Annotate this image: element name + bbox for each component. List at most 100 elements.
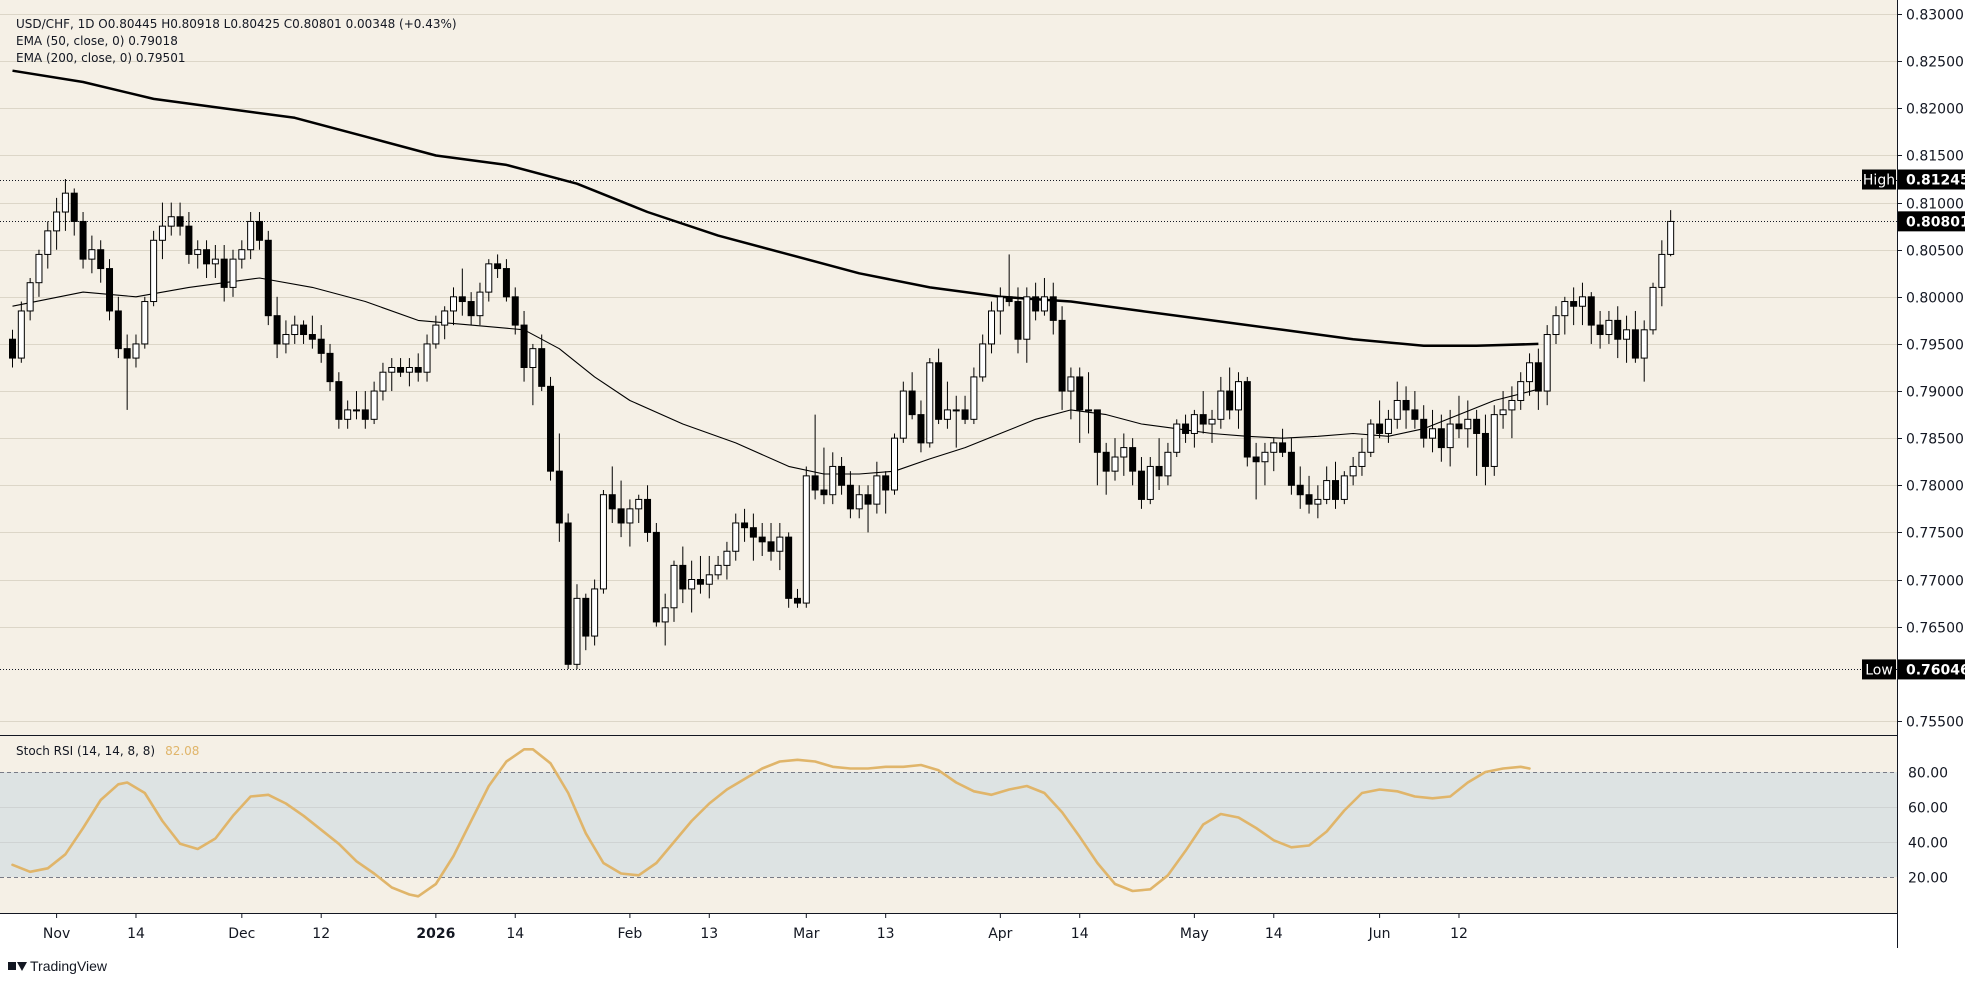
candle-up [952,395,960,448]
candle-body [1455,423,1463,430]
candle-down [1305,475,1313,514]
candle-up [291,315,299,344]
tradingview-logo[interactable]: TradingView [8,958,107,974]
candle-body [829,465,837,496]
candle-body [476,291,484,317]
candle-down [467,292,475,326]
candle-up [670,560,678,622]
candle-body [1402,399,1410,411]
candle-up [1623,315,1631,363]
candle-body [1658,253,1666,288]
candle-down [255,212,263,250]
candle-up [705,555,713,599]
time-axis[interactable]: Nov 14 Dec 12 2026 14 Feb 13 Mar 13 Apr 14 May 14 Jun 1… [43,913,1468,942]
price-axis[interactable]: 0.83000 0.82500 0.82000 0.81500 0.81000 0.805… [1897,8,1964,731]
candle-body [696,579,704,585]
candle-up [370,381,378,425]
candle-body [1076,376,1084,411]
candle-down [644,485,652,542]
candle-up [441,306,449,340]
high-low-lines [0,180,1897,670]
candle-down [1296,466,1304,509]
candle-down [1076,367,1084,443]
candle-down [538,334,546,392]
candle-down [1058,306,1066,410]
candle-body [1199,414,1207,425]
price-tick-label: 0.81000 [1906,197,1964,213]
stoch-tick-label: 60.00 [1908,801,1948,817]
candle-body [1111,456,1119,472]
tradingview-icon [8,961,27,971]
candle-down [882,471,890,514]
candle-body [264,239,272,317]
candle-down [749,513,757,561]
candle-up [1526,353,1534,396]
candle-up [1190,409,1198,448]
candle-body [203,249,211,265]
candle-up [688,560,696,613]
candle-up [167,202,175,236]
candle-body [405,367,413,373]
candle-body [547,385,555,472]
price-badges: High 0.81245 0.80801 Low 0.76046 [1862,169,1970,680]
candle-up [1085,372,1093,434]
candle-body [1481,432,1489,467]
candle-body [220,258,228,288]
candle-up [1499,391,1507,429]
candle-body [97,249,105,270]
candle-body [661,607,669,623]
candle-body [670,564,678,609]
candle-body [1499,409,1507,416]
candle-down [203,240,211,278]
candlestick-series[interactable] [9,179,1675,670]
stoch-axis[interactable]: 80.00 60.00 40.00 20.00 [1908,766,1948,887]
candle-down [1332,461,1339,509]
candle-down [414,353,422,382]
candle-body [820,489,828,496]
time-tick-label: Dec [228,926,255,942]
candle-up [988,301,996,354]
time-tick-label: 14 [1265,926,1283,942]
candle-body [1032,296,1040,312]
candle-body [1137,470,1145,500]
candle-body [1340,475,1348,500]
candle-body [1534,362,1542,392]
candle-up [26,277,34,321]
candle-up [573,584,581,670]
candle-down [9,329,16,368]
candle-down [1534,348,1542,410]
candle-body [70,192,78,222]
legend-price[interactable]: USD/CHF, 1D O0.80445 H0.80918 L0.80425 C… [16,17,457,31]
legend-stoch[interactable]: Stoch RSI (14, 14, 8, 8) 82.08 [16,744,199,758]
legend-ema50[interactable]: EMA (50, close, 0) 0.79018 [16,34,178,48]
candle-up [388,358,396,392]
candle-down [1226,367,1234,420]
candle-up [599,490,607,594]
candle-body [1508,399,1516,411]
candle-down [1279,428,1287,458]
legend-ema200[interactable]: EMA (200, close, 0) 0.79501 [16,51,185,65]
candle-body [388,367,396,373]
candle-down [582,593,590,651]
candle-body [1561,301,1569,317]
candle-up [17,301,25,363]
candle-up [891,433,898,495]
price-tick-label: 0.75500 [1906,715,1964,731]
candle-body [1173,423,1181,453]
candle-up [1578,282,1586,326]
candle-body [1058,319,1066,392]
candle-down [502,259,510,302]
candle-body [1614,319,1622,340]
candle-body [529,348,537,368]
candle-up [194,240,202,269]
candle-up [1649,282,1657,335]
price-tick-label: 0.83000 [1906,8,1964,24]
candle-up [776,522,784,571]
low-badge-label: Low [1865,662,1893,678]
candle-up [979,334,987,382]
candle-down [908,372,916,420]
candle-body [599,494,607,590]
candle-down [308,315,316,349]
candle-up [1508,386,1516,439]
